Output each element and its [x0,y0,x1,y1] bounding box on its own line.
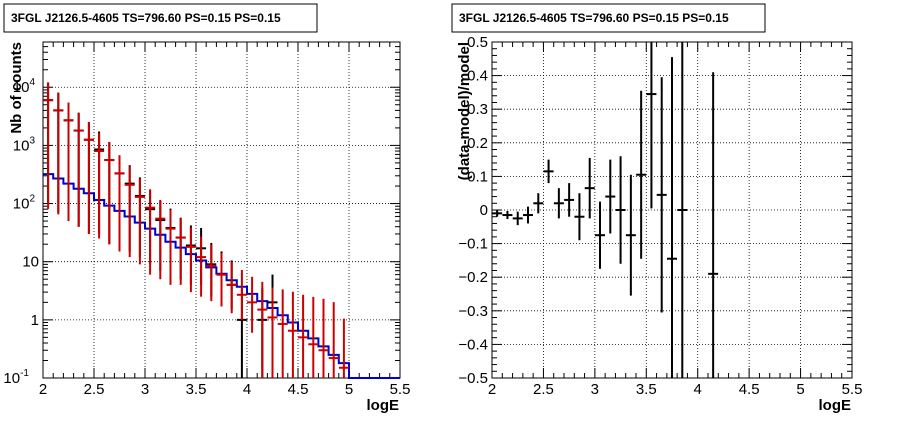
residual-point [605,159,616,234]
model-point [175,218,186,285]
residual-point [512,211,523,226]
left-title: 3FGL J2126.5-4605 TS=796.60 PS=0.15 PS=0… [11,11,281,25]
residual-point [656,77,667,313]
residual-point [636,90,647,259]
model-point [145,189,156,275]
right-title: 3FGL J2126.5-4605 TS=796.60 PS=0.15 PS=0… [459,11,729,25]
residual-point [523,206,533,224]
y-tick-label: 10 [22,254,39,271]
residual-point [574,193,585,241]
residual-point [492,210,503,217]
model-point [267,287,278,378]
y-tick-label: 0.4 [467,68,488,85]
y-tick-label: −0.5 [458,370,488,387]
x-tick-label: 4.5 [288,381,309,398]
left-title-box [3,3,318,33]
y-tick-label: 0 [480,202,488,219]
residual-point [553,188,564,219]
right-panel: 3FGL J2126.5-4605 TS=796.60 PS=0.15 PS=0… [451,3,862,414]
model-point [43,82,54,210]
model-point [104,142,115,245]
right-title-box [451,3,766,33]
model-point [134,178,145,265]
y-tick-label: 1 [31,312,39,329]
x-tick-label: 3 [591,381,599,398]
y-tick-label: 102 [13,194,36,213]
y-tick-label: −0.2 [458,269,488,286]
model-point [247,276,258,333]
y-tick-label: 0.3 [467,101,488,118]
x-tick-label: 5 [796,381,804,398]
model-point [338,318,349,378]
model-point [287,291,298,378]
residual-point [564,183,575,217]
model-point [277,289,288,378]
x-tick-label: 2.5 [533,381,554,398]
left-series [43,82,400,379]
x-tick-label: 3 [141,381,149,398]
y-tick-label: 0.5 [467,34,488,51]
residual-point [595,201,605,269]
residual-point [543,159,554,184]
x-tick-label: 2 [488,381,496,398]
model-point [155,200,166,280]
model-point [83,121,94,234]
y-tick-label: −0.1 [458,236,488,253]
model-point [53,92,64,215]
x-tick-label: 4 [694,381,702,398]
residual-point [533,193,544,214]
right-axes: 2 2.5 3 3.5 4 4.5 5 5.5 −0.5 −0.4 −0.3 −0.2 −0.1 0 0.1… [458,34,862,398]
model-point [196,236,207,297]
residual-point [646,42,657,209]
residual-point [625,174,636,296]
model-point [94,133,105,239]
x-tick-label: 3.5 [636,381,657,398]
right-x-axis-title: logE [819,397,852,414]
x-tick-label: 5.5 [390,381,411,398]
model-point [328,302,339,378]
residual-point [708,72,719,378]
model-point [185,227,196,293]
model-point [165,209,176,285]
left-plot-frame [42,41,401,379]
left-x-axis-title: logE [367,397,400,414]
residual-point [584,157,595,219]
model-point [226,261,237,314]
model-point [124,166,135,258]
x-tick-label: 3.5 [186,381,207,398]
model-point [63,102,74,222]
right-series [492,42,719,378]
model-point [114,155,125,252]
y-tick-label: 0.1 [467,168,488,185]
model-point [308,296,319,378]
model-point [318,298,329,378]
residual-point [615,156,626,264]
residual-point [677,42,688,378]
model-point [206,244,217,302]
x-tick-label: 4.5 [739,381,760,398]
y-tick-label: 103 [13,135,36,154]
model-point [73,112,84,227]
model-point [236,269,247,320]
left-panel: 3FGL J2126.5-4605 TS=796.60 PS=0.15 PS=0… [3,3,411,414]
model-point [257,281,268,378]
left-grid [43,42,400,378]
x-tick-label: 4 [243,381,251,398]
model-point [298,294,309,378]
x-tick-label: 2.5 [84,381,105,398]
residual-point [502,211,513,220]
residual-point [667,57,677,378]
right-y-axis-title: (data-model)/model [456,42,473,180]
x-tick-label: 5.5 [842,381,863,398]
y-tick-label: −0.4 [458,336,488,353]
x-tick-label: 5 [345,381,353,398]
y-tick-label: 10-1 [3,368,29,387]
left-y-axis-title: Nb of counts [8,42,25,134]
model-point [216,253,227,307]
y-tick-label: 0.2 [467,135,488,152]
y-tick-label: −0.3 [458,303,488,320]
y-tick-label: 104 [13,77,36,96]
x-tick-label: 2 [39,381,47,398]
